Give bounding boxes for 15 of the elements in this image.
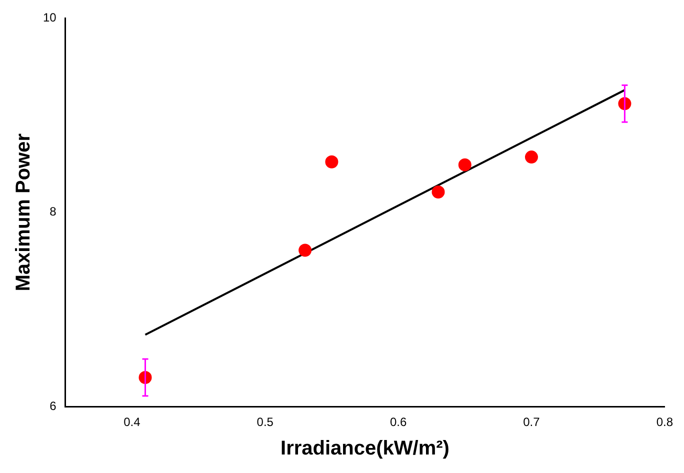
x-tick-label: 0.6 [390, 415, 407, 430]
x-tick-label: 0.4 [124, 415, 141, 430]
point [432, 186, 445, 199]
point [298, 244, 312, 257]
point [458, 158, 472, 172]
x-tick-label: 0.7 [523, 415, 540, 430]
x-axis-title: Irradiance(kW/m²) [280, 438, 450, 460]
y-tick-label: 6 [50, 398, 57, 413]
y-tick-label: 10 [42, 10, 57, 25]
y-axis-title: Maximum Power [12, 133, 35, 292]
x-tick-label: 0.8 [656, 415, 674, 430]
point [524, 150, 538, 164]
x-tick-label: 0.5 [256, 415, 274, 430]
y-tick-label: 8 [50, 204, 57, 219]
point [325, 155, 338, 168]
